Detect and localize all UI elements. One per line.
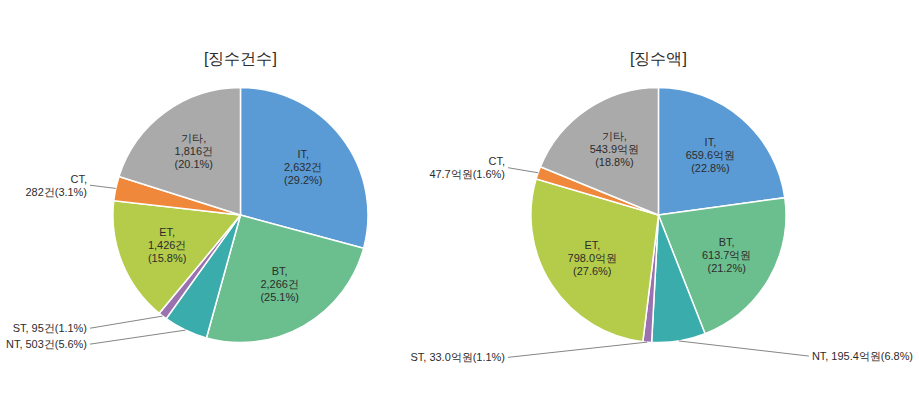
inside-label-line: (21.2%) <box>707 262 745 274</box>
pie-chart: [징수액] IT,659.6억원(22.8%) BT,613.7억원(21.2%) E… <box>411 50 913 364</box>
leader-line <box>508 342 647 357</box>
outside-label: CT,282건(3.1%) <box>25 173 87 198</box>
outside-label: NT, 503건(5.6%) <box>6 338 87 350</box>
inside-label-line: (27.6%) <box>573 265 611 277</box>
chart-title: [징수건수] <box>204 50 277 67</box>
inside-label-line: BT, <box>719 236 735 248</box>
leader-line <box>679 341 809 356</box>
inside-label: 기타,543.9억원(18.8%) <box>590 130 639 168</box>
inside-label-line: (25.1%) <box>260 291 298 303</box>
pie-wedge <box>540 88 658 216</box>
pie-wedge <box>658 88 784 216</box>
pie-wedge <box>113 201 241 314</box>
inside-label-line: 기타, <box>602 130 627 142</box>
outside-label-line: CT, <box>71 173 87 185</box>
outside-label-line: 47.7억원(1.6%) <box>429 168 505 180</box>
inside-label-line: 1,426건 <box>148 239 186 251</box>
inside-label-line: (22.8%) <box>691 162 729 174</box>
inside-label-line: (15.8%) <box>148 252 186 264</box>
inside-label-line: 2,632건 <box>284 161 322 173</box>
inside-label-line: 2,266건 <box>260 278 298 290</box>
outside-label: NT, 195.4억원(6.8%) <box>812 350 913 362</box>
charts: [징수건수]IT,2,632건(29.2%)BT,2,266건(25.1%)ET… <box>6 50 913 364</box>
inside-label-line: 613.7억원 <box>702 249 751 261</box>
inside-label-line: BT, <box>272 265 288 277</box>
inside-label: BT,613.7억원(21.2%) <box>702 236 751 274</box>
inside-label: ET,1,426건(15.8%) <box>148 226 186 264</box>
data-labels: IT,2,632건(29.2%) BT,2,266건(25.1%) ET,1,426… <box>6 132 322 350</box>
wedges <box>531 88 786 343</box>
outside-label: ST, 33.0억원(1.1%) <box>411 351 505 363</box>
outside-label-line: 282건(3.1%) <box>25 186 87 198</box>
outside-label-line: ST, 33.0억원(1.1%) <box>411 351 505 363</box>
pie-wedge <box>119 88 241 216</box>
inside-label-line: IT, <box>705 136 717 148</box>
inside-label-line: 기타, <box>181 132 206 144</box>
inside-label-line: ET, <box>159 226 175 238</box>
outside-label-line: ST, 95건(1.1%) <box>13 322 87 334</box>
leader-line <box>90 185 116 188</box>
pie-wedge <box>652 215 705 343</box>
outside-label: CT,47.7억원(1.6%) <box>429 155 505 180</box>
inside-label: 기타,1,816건(20.1%) <box>175 132 213 170</box>
inside-label-line: ET, <box>584 239 600 251</box>
background <box>0 0 919 413</box>
inside-label-line: (18.8%) <box>595 156 633 168</box>
outside-label: ST, 95건(1.1%) <box>13 322 87 334</box>
leader-line <box>90 316 163 328</box>
inside-label: BT,2,266건(25.1%) <box>260 265 298 303</box>
inside-label: ET,798.0억원(27.6%) <box>568 239 617 277</box>
inside-label-line: 659.6억원 <box>686 149 735 161</box>
leader-line <box>90 330 185 344</box>
inside-label-line: 798.0억원 <box>568 252 617 264</box>
wedges <box>113 88 368 343</box>
chart-title: [징수액] <box>630 50 687 67</box>
pie-chart: [징수건수] IT,2,632건(29.2%) BT,2,266건(25.1%) ET… <box>6 50 368 351</box>
leader-line <box>508 168 538 173</box>
inside-label-line: (29.2%) <box>284 174 322 186</box>
outside-label-line: NT, 503건(5.6%) <box>6 338 87 350</box>
outside-label-line: NT, 195.4억원(6.8%) <box>812 350 913 362</box>
inside-label-line: (20.1%) <box>175 158 213 170</box>
inside-label-line: 1,816건 <box>175 145 213 157</box>
inside-label: IT,659.6억원(22.8%) <box>686 136 735 174</box>
inside-label-line: 543.9억원 <box>590 143 639 155</box>
data-labels: IT,659.6억원(22.8%) BT,613.7억원(21.2%) ET,798… <box>411 130 913 363</box>
outside-label-line: CT, <box>489 155 505 167</box>
inside-label-line: IT, <box>297 148 309 160</box>
inside-label: IT,2,632건(29.2%) <box>284 148 322 186</box>
chart-canvas: [징수건수]IT,2,632건(29.2%)BT,2,266건(25.1%)ET… <box>0 0 919 413</box>
